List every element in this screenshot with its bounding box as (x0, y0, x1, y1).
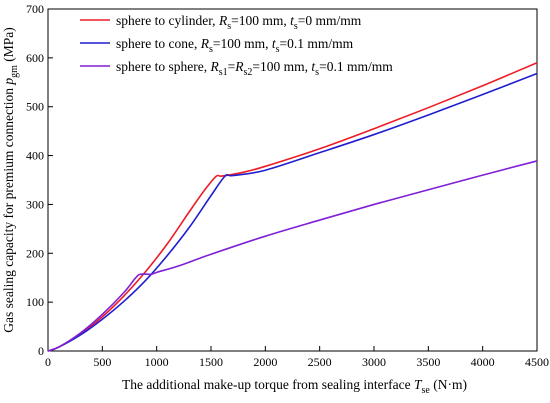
series-sphere-to-cone (47, 72, 538, 352)
y-tick-label: 0 (38, 344, 44, 358)
legend: sphere to cylinder, Rs=100 mm, ts=0 mm/m… (80, 13, 393, 78)
y-tick-label: 200 (26, 246, 44, 260)
legend-entry: sphere to sphere, Rs1=Rs2=100 mm, ts=0.1… (116, 59, 393, 78)
plot-frame (47, 8, 538, 352)
series-sphere-to-cylinder (47, 62, 538, 352)
legend-entry: sphere to cylinder, Rs=100 mm, ts=0 mm/m… (116, 13, 362, 32)
x-tick-label: 4000 (471, 355, 495, 369)
series-group (47, 62, 538, 352)
y-tick-label: 600 (26, 51, 44, 65)
y-tick-label: 500 (26, 100, 44, 114)
y-tick-label: 700 (26, 2, 44, 16)
x-tick-label: 0 (45, 355, 51, 369)
legend-entry: sphere to cone, Rs=100 mm, ts=0.1 mm/mm (116, 36, 354, 55)
x-tick-label: 3000 (362, 355, 386, 369)
x-tick-label: 1500 (199, 355, 223, 369)
x-tick-label: 1000 (145, 355, 169, 369)
y-tick-label: 300 (26, 197, 44, 211)
x-tick-label: 2000 (253, 355, 277, 369)
axes: 0 500 1000 1500 2000 2500 3000 3500 4000 4500 0 100… (26, 2, 549, 369)
y-tick-label: 100 (26, 295, 44, 309)
x-tick-label: 500 (93, 355, 111, 369)
x-tick-label: 3500 (416, 355, 440, 369)
y-axis-label: Gas sealing capacity for premium connect… (1, 27, 20, 333)
x-tick-label: 2500 (308, 355, 332, 369)
y-tick-label: 400 (26, 149, 44, 163)
axis-labels: The additional make-up torque from seali… (1, 27, 467, 396)
x-tick-label: 4500 (525, 355, 549, 369)
x-axis-label: The additional make-up torque from seali… (122, 377, 467, 396)
series-sphere-to-sphere (47, 160, 538, 352)
